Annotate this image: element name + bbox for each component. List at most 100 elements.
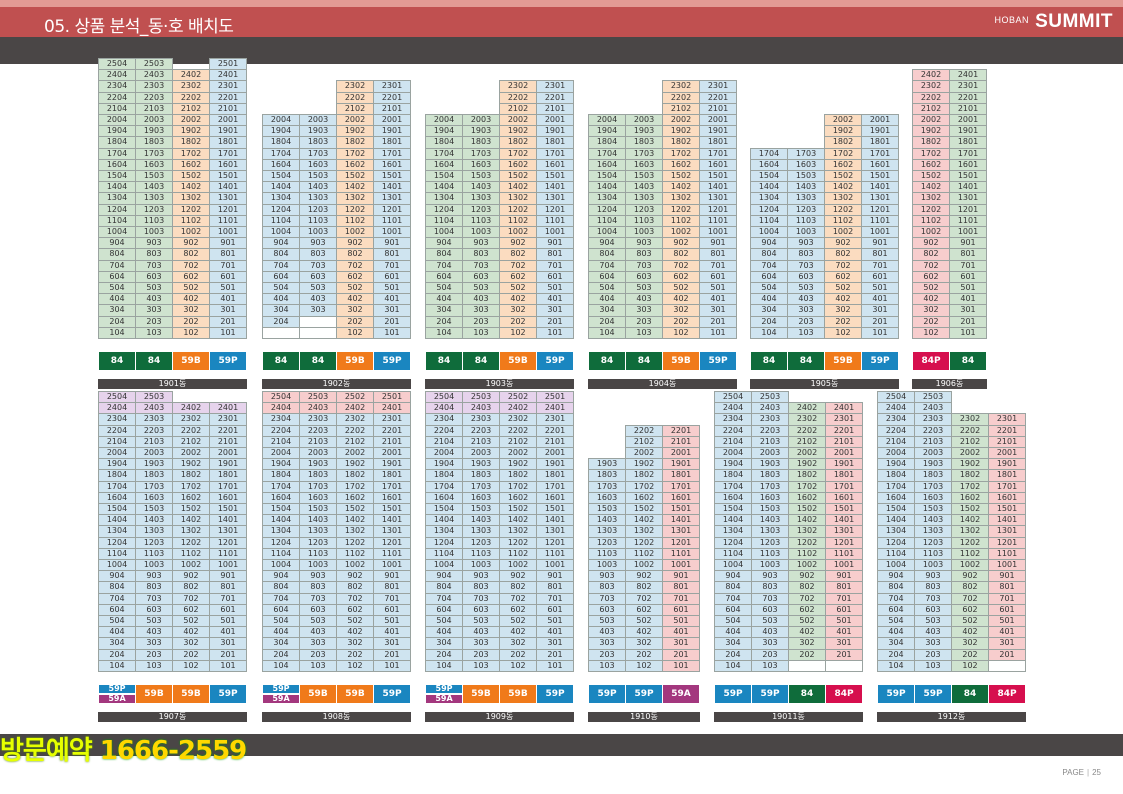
- unit-cell: 2401: [209, 69, 247, 82]
- unit-cell: 2402: [912, 69, 950, 82]
- unit-cell: 304: [425, 304, 463, 317]
- unit-cell: 2204: [262, 424, 300, 437]
- unit-cell: 204: [714, 648, 752, 661]
- page-number-value: 25: [1092, 768, 1101, 777]
- unit-cell: 1401: [536, 514, 574, 527]
- unit-cell: 904: [262, 237, 300, 250]
- unit-type-box: 59P: [425, 684, 463, 694]
- unit-cell: 301: [373, 304, 411, 317]
- unit-cell: 2204: [98, 424, 136, 437]
- unit-cell: 2002: [788, 447, 826, 460]
- unit-cell: 2503: [462, 391, 500, 404]
- unit-cell: 1101: [861, 214, 899, 227]
- unit-cell: 902: [912, 237, 950, 250]
- unit-cell: 1203: [135, 203, 173, 216]
- unit-cell: 2503: [751, 391, 789, 404]
- unit-cell: 1602: [625, 491, 663, 504]
- unit-cell: 1004: [425, 559, 463, 572]
- unit-type-box: 59P: [751, 684, 789, 704]
- unit-cell: 801: [825, 581, 863, 594]
- unit-cell: 2201: [825, 424, 863, 437]
- unit-cell: 1404: [425, 181, 463, 194]
- unit-cell: 702: [951, 592, 989, 605]
- unit-cell: 1201: [209, 536, 247, 549]
- unit-cell: 304: [262, 637, 300, 650]
- unit-cell: 901: [373, 237, 411, 250]
- unit-cell: 1402: [788, 514, 826, 527]
- unit-type-box: 59B: [662, 351, 700, 371]
- unit-cell: 203: [462, 648, 500, 661]
- unit-cell: 1603: [462, 158, 500, 171]
- unit-cell: 2004: [262, 114, 300, 127]
- unit-cell: 803: [462, 248, 500, 261]
- unit-cell: 1304: [98, 192, 136, 205]
- unit-cell: 2001: [949, 114, 987, 127]
- unit-cell: 1702: [788, 480, 826, 493]
- unit-cell: 1302: [625, 525, 663, 538]
- unit-cell: 202: [172, 648, 210, 661]
- unit-cell: 2401: [536, 402, 574, 415]
- unit-cell: 1303: [751, 525, 789, 538]
- unit-cell: 1101: [949, 214, 987, 227]
- unit-cell: 202: [336, 315, 374, 328]
- unit-cell: 2303: [751, 413, 789, 426]
- unit-cell: 1402: [336, 514, 374, 527]
- unit-cell: 1904: [262, 125, 300, 138]
- reservation-phone[interactable]: 방문예약 1666-2559: [0, 730, 247, 767]
- unit-cell: 1701: [209, 147, 247, 160]
- unit-cell: 204: [877, 648, 915, 661]
- unit-cell: 1002: [499, 226, 537, 239]
- unit-cell: 1901: [988, 458, 1026, 471]
- unit-cell: 703: [751, 592, 789, 605]
- unit-cell: 1602: [499, 491, 537, 504]
- unit-cell: 1303: [625, 192, 663, 205]
- unit-cell: 904: [877, 570, 915, 583]
- unit-cell: 1804: [425, 136, 463, 149]
- unit-cell: 701: [949, 259, 987, 272]
- unit-cell: 204: [98, 648, 136, 661]
- unit-cell: 1103: [787, 214, 825, 227]
- unit-cell: 201: [373, 315, 411, 328]
- unit-cell: 304: [588, 304, 626, 317]
- unit-cell: 103: [787, 326, 825, 339]
- unit-type-box: 59A: [262, 694, 300, 704]
- unit-cell: 904: [98, 237, 136, 250]
- unit-cell: 601: [861, 270, 899, 283]
- unit-cell: 1604: [98, 158, 136, 171]
- page-number: PAGE | 25: [1062, 768, 1101, 777]
- unit-cell: 1503: [299, 503, 337, 516]
- unit-cell: 1801: [209, 469, 247, 482]
- unit-cell: 601: [662, 603, 700, 616]
- unit-cell: 2403: [462, 402, 500, 415]
- unit-cell: 101: [699, 326, 737, 339]
- unit-cell: 2301: [949, 80, 987, 93]
- unit-cell: 1103: [299, 214, 337, 227]
- unit-cell: 2304: [425, 413, 463, 426]
- unit-cell: 901: [536, 237, 574, 250]
- unit-cell: 803: [135, 248, 173, 261]
- unit-cell: 1201: [825, 536, 863, 549]
- unit-cell: 1003: [135, 559, 173, 572]
- unit-cell: 1204: [750, 203, 788, 216]
- unit-cell: 2101: [373, 435, 411, 448]
- unit-cell: 1604: [98, 491, 136, 504]
- unit-cell: 903: [625, 237, 663, 250]
- unit-cell: 2202: [499, 424, 537, 437]
- unit-cell: 603: [588, 603, 626, 616]
- unit-cell: 1402: [172, 181, 210, 194]
- unit-cell: 1703: [135, 480, 173, 493]
- unit-cell: 1702: [951, 480, 989, 493]
- unit-cell: 1604: [425, 491, 463, 504]
- unit-cell: 1704: [98, 480, 136, 493]
- unit-cell: 1102: [172, 214, 210, 227]
- unit-cell: 104: [877, 659, 915, 672]
- unit-cell: 1402: [912, 181, 950, 194]
- unit-cell: 2004: [98, 447, 136, 460]
- unit-cell: 1602: [951, 491, 989, 504]
- unit-cell: 2302: [499, 80, 537, 93]
- unit-cell: 1303: [462, 192, 500, 205]
- unit-type-box: 59B: [172, 351, 210, 371]
- unit-cell: 1002: [336, 226, 374, 239]
- unit-cell: 303: [299, 304, 337, 317]
- unit-cell: 403: [135, 626, 173, 639]
